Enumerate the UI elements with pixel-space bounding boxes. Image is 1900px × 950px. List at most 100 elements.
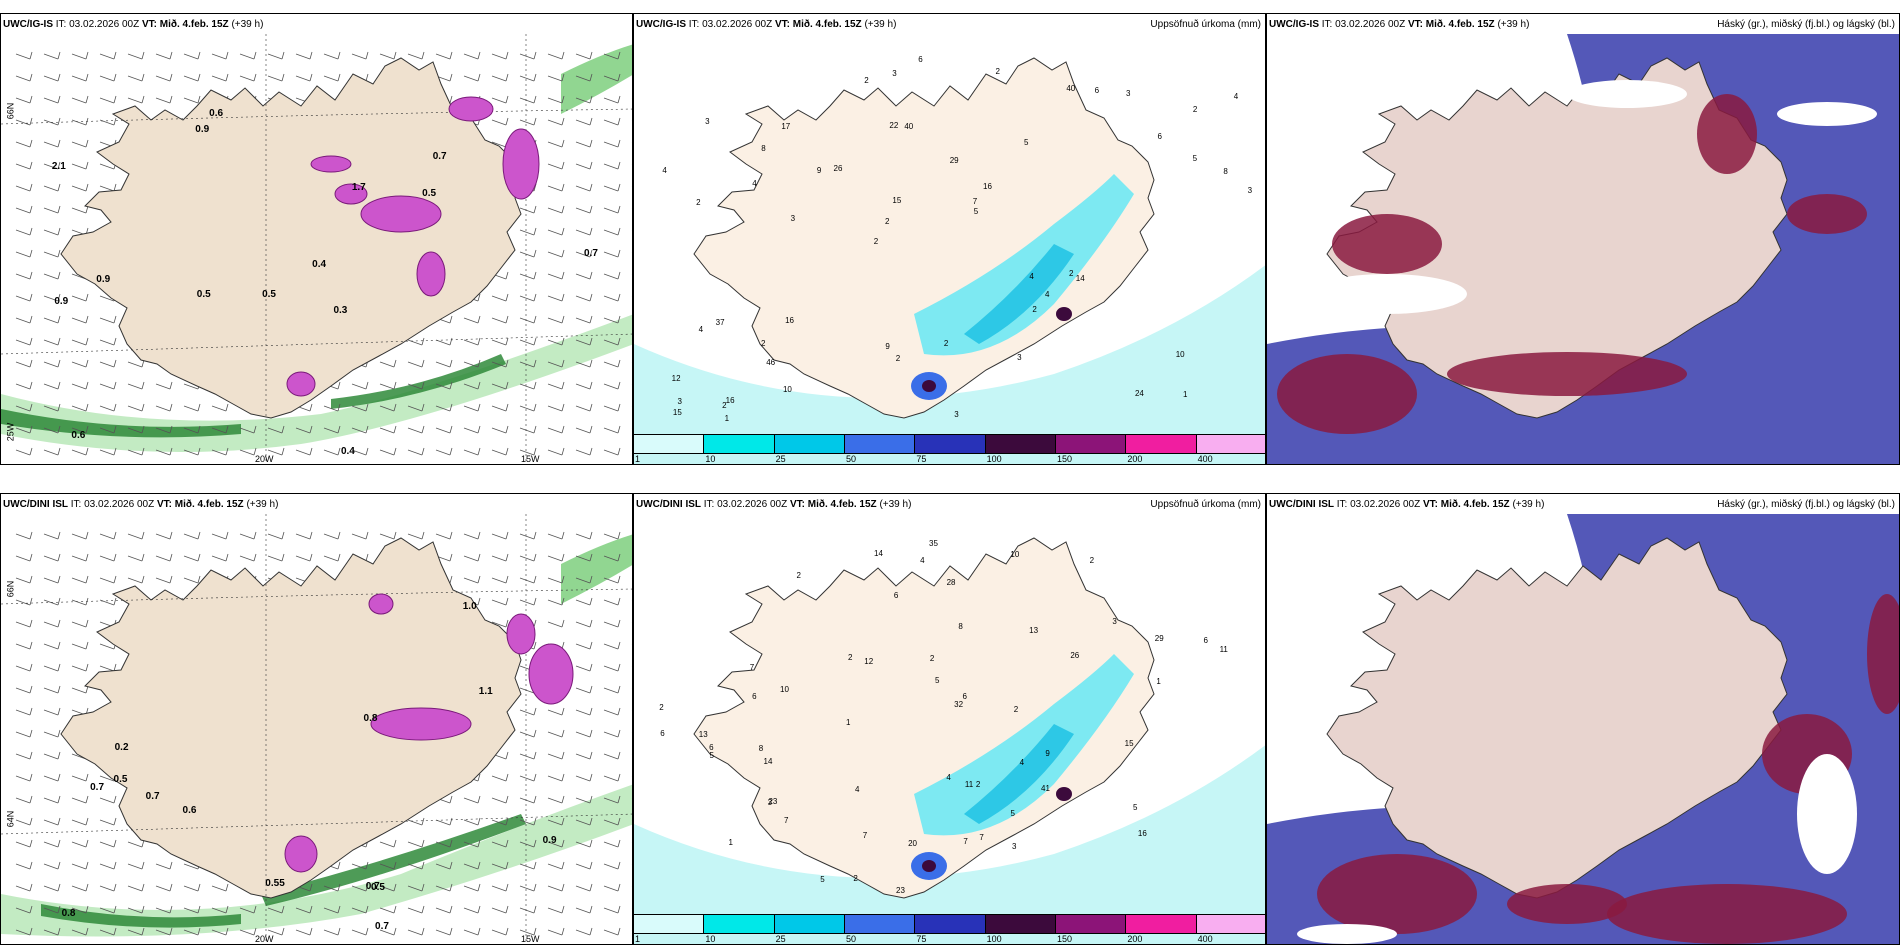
wind-value: 0.9 [54,295,69,307]
wind-value: 0.8 [61,907,76,919]
high-cloud [1277,354,1417,434]
precip-value: 7 [784,815,789,825]
panel-title: UWC/DINI ISL IT: 03.02.2026 00Z VT: Mið.… [1269,499,1545,510]
precip-value: 16 [1137,829,1147,839]
panel-title: UWC/DINI ISL IT: 03.02.2026 00Z VT: Mið.… [636,499,912,510]
colorbar-segment [1196,915,1265,933]
precip-value: 3 [767,797,773,807]
precip-value: 3 [1112,616,1117,626]
iceland-landmass [1326,537,1788,899]
high-cloud [1697,94,1757,174]
wind-value: 0.7 [90,781,105,793]
precip-value: 6 [1203,636,1208,646]
graticule [1,34,632,464]
precip-value: 4 [698,325,704,335]
precip-value: 8 [958,622,963,632]
precip-value: 24 [1134,389,1144,399]
colorbar-tick-label: 150 [1057,934,1073,944]
wind-value: 1.1 [478,685,493,697]
panel-wind-bottom: UWC/DINI ISL IT: 03.02.2026 00Z VT: Mið.… [0,493,633,945]
colorbar-tick-label: 200 [1127,454,1143,464]
precip-value: 20 [908,838,917,848]
colorbar-segment [1126,435,1197,453]
panel-title: UWC/IG-IS IT: 03.02.2026 00Z VT: Mið. 4.… [1269,19,1530,30]
wind-band [1,784,632,937]
precip-value: 5 [934,676,940,686]
precip-colorbar [634,914,1265,934]
wind-value: 0.5 [371,882,385,894]
precip-value: 3 [1125,88,1131,98]
cloud-gap [1777,102,1877,126]
wind-value: 0.6 [182,804,197,816]
precip-value: 22 [889,120,899,130]
precip-value: 6 [660,729,665,739]
wind-value: 0.7 [583,247,598,259]
precip-medium [914,654,1134,836]
cloud-gap [1477,524,1557,544]
precip-value: 2 [853,873,858,883]
precip-value: 2 [864,75,869,85]
precip-value: 37 [715,317,725,327]
colorbar-tick-label: 200 [1127,934,1143,944]
precip-value: 4 [1044,290,1050,300]
precip-value: 10 [1010,549,1020,559]
precip-value: 8 [1223,167,1228,177]
precip-value: 7 [862,831,868,841]
colorbar-tick-label: 100 [986,934,1002,944]
precip-title: Uppsöfnuð úrkoma (mm) [1150,19,1261,30]
precip-value: 40 [904,121,914,131]
colorbar-tick-label: 25 [775,454,786,464]
precip-value: 4 [752,179,757,189]
iceland-landmass [60,537,522,899]
wind-value: 0.5 [196,289,211,301]
precip-value: 35 [929,538,938,548]
precip-value: 41 [1041,784,1050,794]
colorbar-tick-label: 50 [846,934,857,944]
precip-value: 13 [698,730,708,740]
icing-area [286,371,316,397]
precip-value: 9 [816,166,822,176]
precip-value: 4 [946,772,951,782]
colorbar-segment [634,435,705,453]
graticule [1,514,632,944]
precip-value: 5 [709,751,714,761]
wind-value: 0.5 [422,188,437,199]
precip-value: 6 [962,692,967,702]
lat-label: 64N [5,810,16,828]
colorbar-tick-label: 1 [635,454,641,464]
precip-value: 4 [920,556,925,566]
precip-value: 6 [1094,85,1100,95]
precip-core [1056,307,1072,321]
precip-value: 4 [1019,757,1025,767]
precip-value: 29 [949,156,959,166]
icing-area [528,643,574,705]
wind-value: 0.3 [333,305,348,317]
precip-core [922,380,936,392]
wind-value: 0.7 [375,920,389,932]
colorbar-tick-label: 150 [1057,454,1073,464]
lon-label: 15W [521,454,540,464]
icing-area [310,155,352,173]
wind-value: 0.7 [432,150,447,162]
precip-value: 2 [895,354,901,364]
iceland-landmass [693,537,1155,899]
panel-cloud-top: UWC/IG-IS IT: 03.02.2026 00Z VT: Mið. 4.… [1266,13,1900,465]
precip-value: 4 [662,165,667,175]
precip-core [922,860,936,872]
precip-value: 7 [749,662,755,672]
precip-value: 26 [833,163,843,173]
precip-value: 8 [761,143,766,153]
icing-area [360,195,442,233]
icing-area [448,96,494,122]
icing-area [502,128,540,200]
precip-value: 5 [820,874,825,884]
precip-value: 2 [796,570,801,580]
precip-value: 32 [954,700,964,710]
wind-band [561,534,632,604]
lon-label: 15W [521,934,540,944]
precip-value: 13 [1029,625,1039,635]
precip-value: 5 [973,206,979,216]
precip-core [1056,787,1072,801]
precip-value: 3 [1011,841,1017,851]
wind-band [1,409,241,438]
